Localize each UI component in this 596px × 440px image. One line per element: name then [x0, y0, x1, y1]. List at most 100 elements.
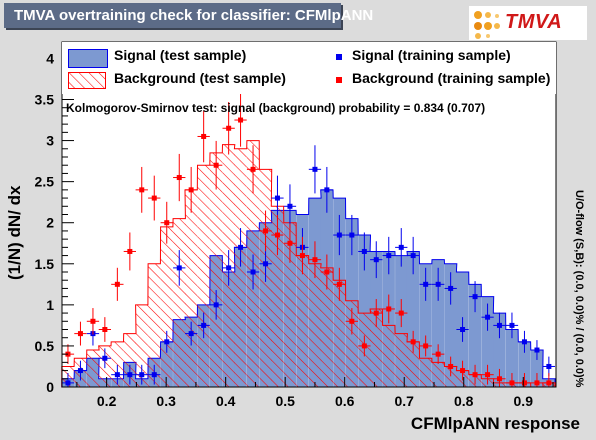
background-test-bar: [370, 308, 383, 387]
signal-training-point: [164, 339, 170, 345]
background-training-point: [410, 339, 416, 345]
signal-training-point: [102, 355, 108, 361]
background-training-point: [324, 269, 330, 275]
logo-text: TMVA: [505, 11, 563, 33]
background-test-bar: [209, 152, 223, 387]
signal-training-point: [485, 314, 491, 320]
signal-training-point: [114, 372, 120, 378]
overflow-text-label: U/O-flow (S,B): (0.0, 0.0)% / (0.0, 0.0)…: [573, 190, 585, 388]
signal-training-point: [410, 253, 416, 259]
x-tick-label: 0.5: [275, 393, 295, 409]
signal-test-bar: [481, 296, 494, 387]
y-tick-label: 0.5: [35, 338, 55, 354]
y-tick-label: 3.5: [35, 92, 55, 108]
legend-signal-test-label: Signal (test sample): [114, 47, 247, 63]
signal-test-bar: [518, 341, 531, 387]
background-training-point: [336, 281, 342, 287]
signal-test-bar: [444, 263, 457, 387]
background-test-bar: [271, 206, 284, 387]
background-training-point: [485, 372, 491, 378]
background-training-point: [435, 351, 441, 357]
signal-training-point: [496, 322, 502, 328]
background-test-swatch: [68, 72, 106, 89]
legend-signal-training-label: Signal (training sample): [352, 47, 511, 63]
background-training-point: [213, 162, 219, 168]
background-training-point: [238, 117, 244, 123]
signal-training-point: [151, 372, 157, 378]
background-training-point: [151, 195, 157, 201]
signal-training-point: [373, 257, 379, 263]
background-training-point: [114, 281, 120, 287]
signal-training-point: [349, 232, 355, 238]
background-test-bar: [419, 358, 432, 387]
background-test-bar: [406, 341, 420, 387]
y-tick-label: 2.5: [35, 174, 55, 190]
ks-test-text: Kolmogorov-Smirnov test: signal (backgro…: [66, 101, 486, 115]
signal-test-bar: [530, 350, 544, 387]
background-training-points: [61, 93, 556, 387]
background-training-point: [361, 343, 367, 349]
signal-training-point: [423, 281, 429, 287]
y-tick-label: 1: [46, 297, 54, 313]
background-test-bar: [197, 165, 210, 387]
signal-test-bar: [505, 329, 519, 387]
background-test-bar: [184, 189, 198, 387]
background-test-bar: [135, 304, 148, 387]
legend-background-test-label: Background (test sample): [114, 70, 286, 86]
background-test-bar: [395, 333, 408, 387]
background-training-point: [546, 380, 552, 386]
background-training-point: [90, 318, 96, 324]
tmva-logo: TMVA: [469, 6, 587, 40]
background-marker-icon: [336, 77, 342, 83]
background-test-bar: [86, 350, 100, 387]
background-test-bar: [345, 300, 359, 387]
background-test-bar: [283, 222, 297, 387]
y-tick-label: 4: [46, 50, 54, 66]
background-test-bar: [444, 366, 457, 387]
signal-training-point: [521, 339, 527, 345]
signal-training-point: [287, 203, 293, 209]
background-test-outline: [61, 140, 556, 388]
background-training-point: [164, 220, 170, 226]
signal-training-point: [226, 265, 232, 271]
background-test-bar: [111, 341, 124, 387]
legend: Signal (test sample) Background (test sa…: [62, 42, 556, 94]
signal-training-point: [250, 269, 256, 275]
background-training-point: [460, 368, 466, 374]
background-training-point: [423, 343, 429, 349]
background-training-point: [509, 380, 515, 386]
y-axis-label-text: (1/N) dN/ dx: [5, 185, 24, 280]
background-training-point: [188, 187, 194, 193]
signal-test-bar: [419, 263, 432, 387]
background-training-point: [201, 133, 207, 139]
background-test-bar: [320, 267, 334, 387]
signal-training-point: [398, 244, 404, 250]
x-tick-label: 0.8: [454, 393, 474, 409]
signal-training-point: [274, 195, 280, 201]
signal-training-point: [65, 380, 71, 386]
background-training-point: [448, 363, 454, 369]
signal-training-point: [472, 294, 478, 300]
legend-background-training-label: Background (training sample): [352, 70, 551, 86]
background-training-point: [496, 376, 502, 382]
y-tick-label: 1.5: [35, 256, 55, 272]
signal-test-swatch: [68, 49, 108, 68]
x-tick-label: 0.4: [216, 393, 236, 409]
background-training-point: [349, 318, 355, 324]
signal-training-point: [127, 372, 133, 378]
background-test-bar: [173, 218, 186, 387]
signal-training-point: [336, 232, 342, 238]
background-test-bar: [382, 325, 395, 387]
background-training-point: [299, 253, 305, 259]
background-training-point: [226, 125, 232, 131]
chart-title: TMVA overtraining check for classifier: …: [14, 7, 374, 24]
x-tick-label: 0.3: [156, 393, 176, 409]
background-test-bar: [148, 263, 161, 387]
signal-training-point: [201, 322, 207, 328]
background-training-point: [534, 380, 540, 386]
signal-training-point: [435, 281, 441, 287]
signal-training-point: [188, 331, 194, 337]
signal-training-point: [546, 363, 552, 369]
signal-training-point: [139, 372, 145, 378]
x-tick-label: 0.2: [97, 393, 117, 409]
